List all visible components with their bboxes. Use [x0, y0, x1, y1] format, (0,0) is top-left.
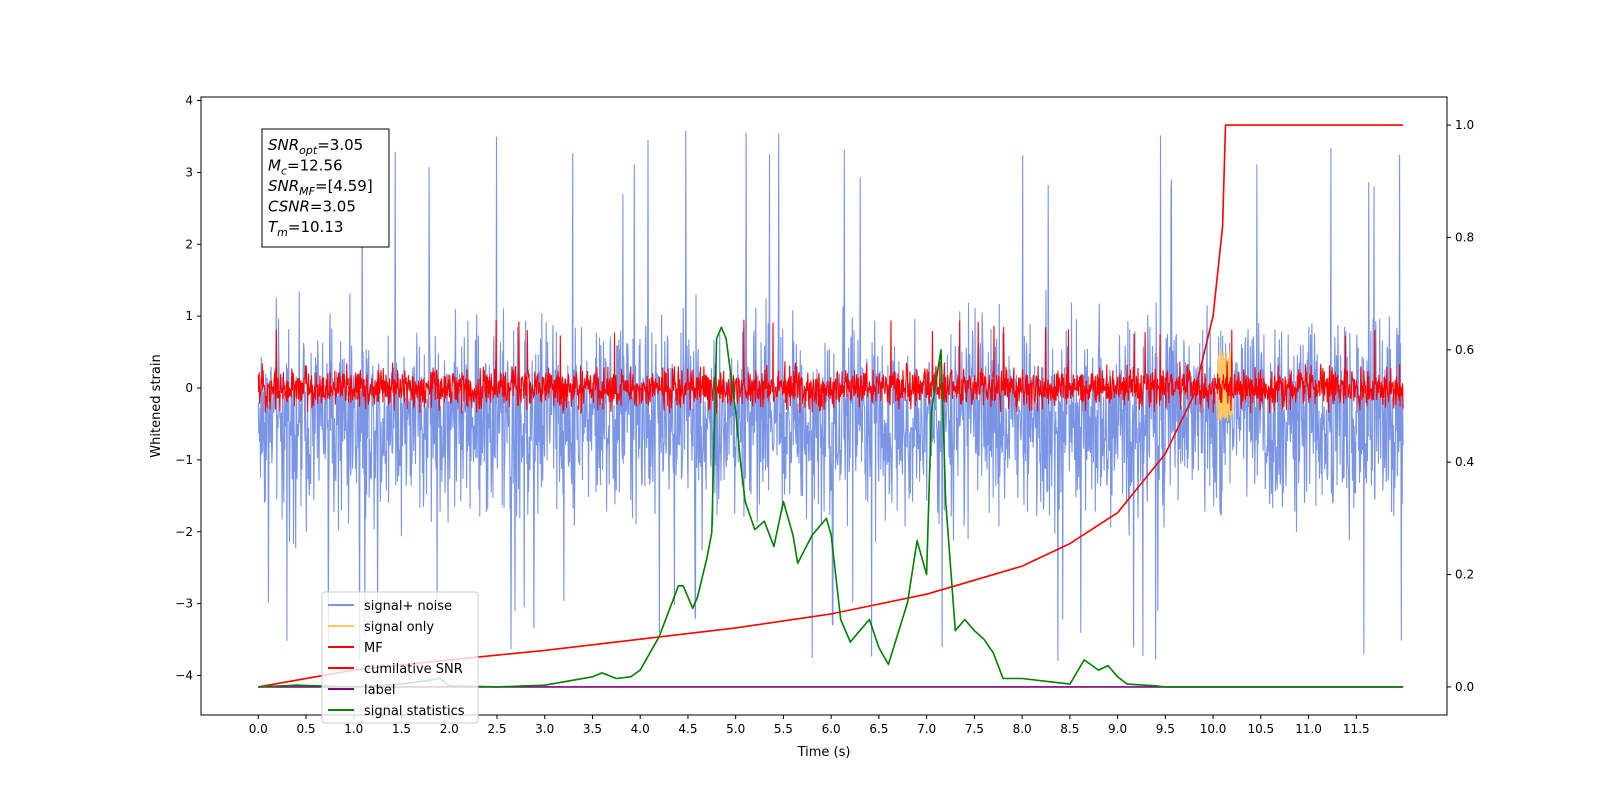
x-tick-label: 5.0 [726, 722, 745, 736]
x-tick-label: 11.5 [1343, 722, 1370, 736]
info-symbol: SNR [268, 177, 299, 195]
info-subscript: opt [299, 144, 318, 157]
x-tick-label: 9.0 [1108, 722, 1127, 736]
legend-entry: signal+ noise [364, 599, 452, 614]
y-tick-label-left: 4 [185, 94, 193, 108]
x-tick-label: 11.0 [1295, 722, 1322, 736]
info-value: =3.05 [310, 198, 356, 216]
info-line: SNRMF=[4.59] [268, 177, 373, 198]
x-tick-label: 2.0 [440, 722, 459, 736]
info-symbol: T [268, 218, 279, 236]
series-signal-noise [257, 130, 1404, 662]
x-tick-label: 8.5 [1060, 722, 1079, 736]
y-tick-label-left: 0 [185, 381, 193, 395]
x-tick-label: 8.0 [1013, 722, 1032, 736]
info-subscript: m [277, 226, 288, 239]
y-tick-label-right: 0.2 [1455, 568, 1474, 582]
x-tick-label: 2.5 [487, 722, 506, 736]
x-axis-label: Time (s) [797, 745, 851, 760]
x-tick-label: 1.5 [392, 722, 411, 736]
info-line: SNRopt=3.05 [268, 136, 363, 157]
legend-entry: MF [364, 641, 383, 656]
x-tick-label: 10.5 [1247, 722, 1274, 736]
x-tick-label: 1.0 [344, 722, 363, 736]
info-box: SNRopt=3.05Mc=12.56SNRMF=[4.59]CSNR=3.05… [261, 128, 390, 248]
y-tick-label-left: −2 [175, 525, 193, 539]
info-value: =[4.59] [315, 177, 373, 195]
info-subscript: MF [299, 185, 315, 198]
x-tick-label: 7.5 [965, 722, 984, 736]
y-tick-label-right: 0.0 [1455, 680, 1474, 694]
x-tick-label: 0.5 [296, 722, 315, 736]
legend-entry: signal statistics [364, 704, 465, 719]
series-mf [257, 319, 1404, 414]
legend-entry: label [364, 683, 395, 698]
x-tick-label: 5.5 [774, 722, 793, 736]
y-tick-label-left: −1 [175, 453, 193, 467]
y-tick-label-right: 0.6 [1455, 343, 1474, 357]
info-value: =12.56 [287, 157, 343, 175]
y-tick-label-left: −3 [175, 597, 193, 611]
info-value: =10.13 [288, 218, 344, 236]
x-tick-label: 0.0 [249, 722, 268, 736]
info-line: Mc=12.56 [268, 157, 343, 178]
y-tick-label-left: 3 [185, 165, 193, 179]
y-tick-label-left: −4 [175, 668, 193, 682]
x-tick-label: 7.0 [917, 722, 936, 736]
y-tick-label-right: 1.0 [1455, 118, 1474, 132]
info-value: =3.05 [317, 136, 363, 154]
x-tick-label: 10.0 [1200, 722, 1227, 736]
info-line: CSNR=3.05 [268, 198, 356, 216]
x-tick-label: 9.5 [1156, 722, 1175, 736]
y-axis-left: −4 −3 −2 −1 0 1 2 3 4 [175, 94, 201, 682]
info-symbol: SNR [268, 136, 299, 154]
y-tick-label-left: 2 [185, 237, 193, 251]
y-axis-label: Whitened strain [149, 354, 164, 457]
legend-entry: cumilative SNR [364, 662, 463, 677]
x-axis: 0.0 0.5 1.0 1.5 2.0 2.5 3.0 3.5 4.0 4.5 5.0 5.5 6.0 6… [249, 715, 1370, 736]
info-subscript: c [281, 165, 287, 178]
legend: signal+ noise signal only MF cumilative SNR… [321, 591, 479, 724]
legend-frame [321, 591, 479, 724]
x-tick-label: 6.0 [822, 722, 841, 736]
info-symbol: CSNR [268, 198, 310, 216]
legend-entry: signal only [364, 620, 434, 635]
info-symbol: M [268, 157, 281, 175]
y-tick-label-right: 0.8 [1455, 230, 1474, 244]
x-tick-label: 3.0 [535, 722, 554, 736]
info-line: Tm=10.13 [268, 218, 343, 239]
y-tick-label-left: 1 [185, 309, 193, 323]
axes-frame [200, 96, 1448, 716]
y-tick-label-right: 0.4 [1455, 455, 1474, 469]
x-tick-label: 4.0 [631, 722, 650, 736]
series-signal-statistics [258, 326, 1404, 688]
x-tick-label: 6.5 [869, 722, 888, 736]
series-cumilative-snr [258, 124, 1404, 688]
y-axis-right: 0.0 0.2 0.4 0.6 0.8 1.0 [1447, 118, 1474, 694]
x-tick-label: 4.5 [678, 722, 697, 736]
info-box-frame [261, 128, 390, 248]
x-tick-label: 3.5 [583, 722, 602, 736]
